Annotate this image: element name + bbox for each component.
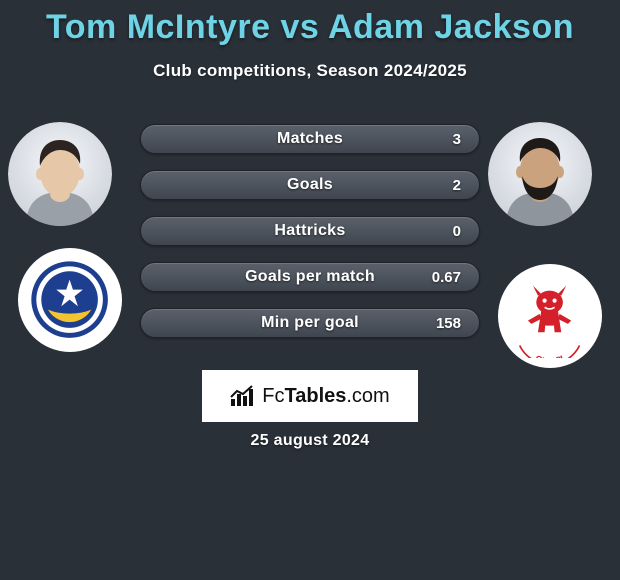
bars-chart-icon	[230, 385, 256, 407]
stat-value: 2	[453, 177, 461, 194]
player1-name: Tom McIntyre	[46, 8, 271, 46]
stat-row: Goals 2	[140, 170, 480, 200]
brand-text: FcTables.com	[262, 385, 389, 408]
brand-prefix: Fc	[262, 385, 284, 407]
brand-box: FcTables.com	[202, 370, 418, 422]
stat-row: Min per goal 158	[140, 308, 480, 338]
lincoln-city-crest-icon: OLN CI	[508, 274, 591, 357]
vs-text: vs	[280, 8, 319, 46]
stat-value: 158	[436, 315, 461, 332]
portsmouth-crest-icon	[28, 258, 111, 341]
stat-label: Min per goal	[261, 314, 359, 332]
player2-club-crest: OLN CI	[498, 264, 602, 368]
brand-bold: Tables	[285, 385, 347, 407]
stat-value: 0	[453, 223, 461, 240]
player1-club-crest	[18, 248, 122, 352]
player2-name: Adam Jackson	[328, 8, 574, 46]
stat-value: 3	[453, 131, 461, 148]
stat-label: Goals per match	[245, 268, 375, 286]
player2-avatar	[488, 122, 592, 226]
svg-text:OLN CI: OLN CI	[534, 354, 566, 358]
stat-row: Goals per match 0.67	[140, 262, 480, 292]
brand-suffix: .com	[346, 385, 389, 407]
subtitle: Club competitions, Season 2024/2025	[0, 61, 620, 81]
player1-avatar-svg	[8, 122, 112, 226]
stat-label: Goals	[287, 176, 333, 194]
stat-label: Hattricks	[274, 222, 345, 240]
stat-label: Matches	[277, 130, 343, 148]
stat-value: 0.67	[432, 269, 461, 286]
stats-container: Matches 3 Goals 2 Hattricks 0 Goals per match 0…	[140, 124, 480, 354]
stat-row: Hattricks 0	[140, 216, 480, 246]
page-title: Tom McIntyre vs Adam Jackson	[0, 0, 620, 47]
player1-avatar	[8, 122, 112, 226]
date-text: 25 august 2024	[0, 432, 620, 450]
player2-avatar-svg	[488, 122, 592, 226]
stat-row: Matches 3	[140, 124, 480, 154]
